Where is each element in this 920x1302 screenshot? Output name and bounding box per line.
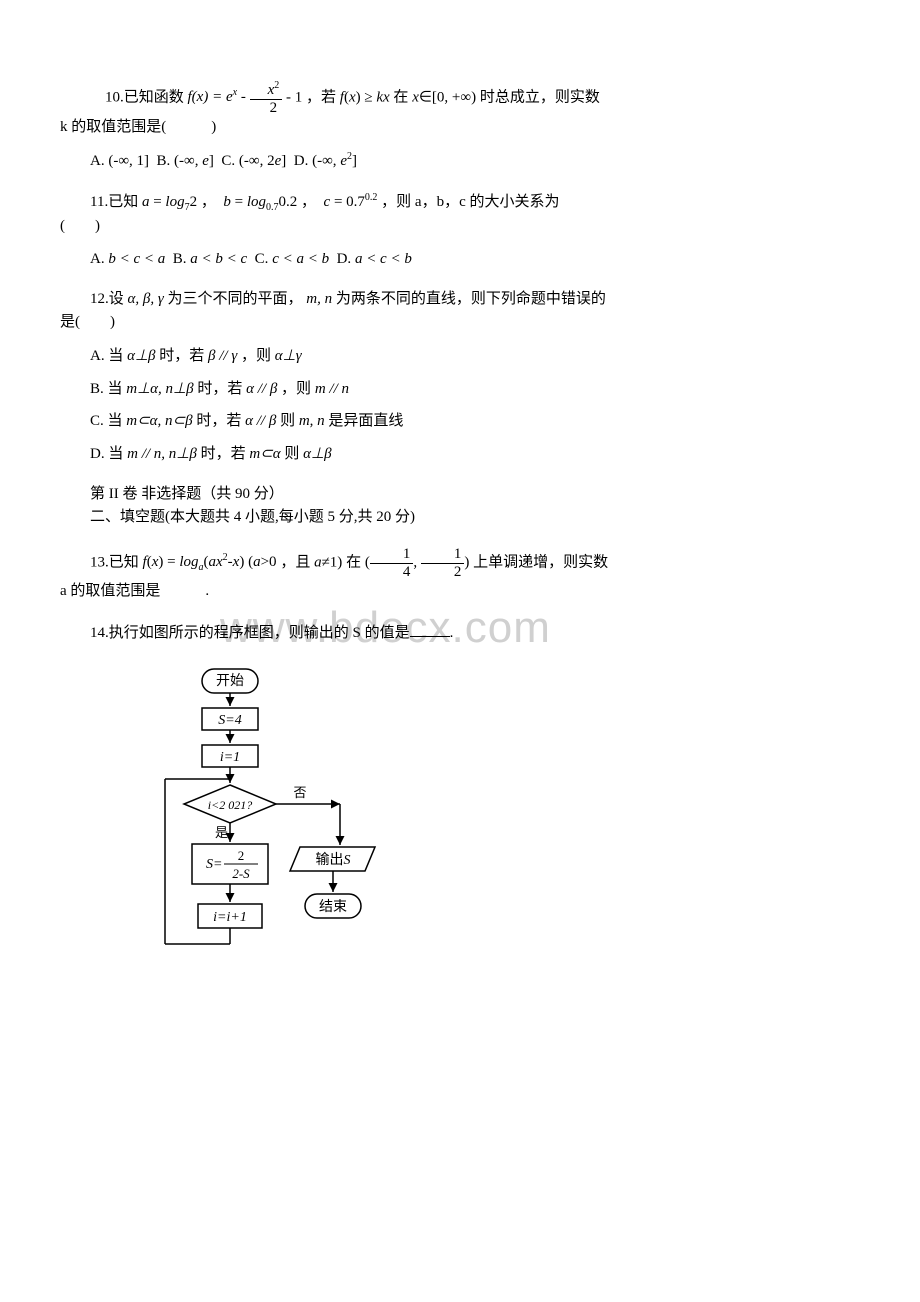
q10-B-label: B. <box>157 153 171 169</box>
q10-mid2: 在 <box>393 89 408 105</box>
q12-D-p2: 时，若 <box>201 446 246 462</box>
section2-title: 第 II 卷 非选择题（共 90 分） <box>60 483 860 506</box>
q12-B-p2: 时，若 <box>197 381 242 397</box>
q12-A-c2: β // γ <box>208 348 237 364</box>
q12-C-c1: m⊂α, n⊂β <box>126 413 192 429</box>
q11-options: A. b < c < a B. a < b < c C. c < a < b D… <box>90 248 860 271</box>
question-11: 11.已知 a = log72 ， b = log0.70.2 ， c = 0.… <box>60 190 860 270</box>
fc-output: 输出S <box>316 852 351 868</box>
q12-C-p2: 时，若 <box>196 413 241 429</box>
fc-update-s-den: 2-S <box>232 866 250 881</box>
q12-C-concl: m, n <box>299 413 325 429</box>
q10-mid1: ，若 <box>306 89 336 105</box>
q12-C-c2: α // β <box>245 413 276 429</box>
question-10: 10.已知函数 f(x) = ex - x22 - 1 ，若 f(x) ≥ kx… <box>60 80 860 172</box>
q11-paren: ( ) <box>60 215 860 238</box>
q11-D-val: a < c < b <box>355 251 412 267</box>
q11-C-val: c < a < b <box>272 251 329 267</box>
q11-D-label: D. <box>337 251 352 267</box>
q10-C-val: (-∞, 2e] <box>239 153 286 169</box>
q10-tail: k 的取值范围是( ) <box>60 116 860 139</box>
q13-mid1: ，且 <box>280 554 310 570</box>
q11-prefix: 11.已知 <box>90 194 138 210</box>
q10-D-label: D. <box>294 153 309 169</box>
fc-end: 结束 <box>319 899 347 915</box>
q12-A-p3: ，则 <box>241 348 271 364</box>
q12-D-p3: 则 <box>284 446 299 462</box>
q13-tail: a 的取值范围是 . <box>60 580 860 603</box>
fc-update-s-lhs: S= <box>206 857 222 872</box>
fc-cond: i<2 021? <box>208 798 252 812</box>
q11-sep1: ， <box>201 194 216 210</box>
q12-B-c2: α // β <box>246 381 277 397</box>
question-12: 12.设 α, β, γ 为三个不同的平面， m, n 为两条不同的直线，则下列… <box>60 288 860 465</box>
q12-C-label: C. <box>90 413 104 429</box>
q10-domain: x∈[0, +∞) <box>412 89 476 105</box>
q12-planes: α, β, γ <box>128 291 164 307</box>
q10-prefix: 10.已知函数 <box>105 89 184 105</box>
q13-mid3: 上单调递增，则实数 <box>473 554 608 570</box>
q14-text: 14.执行如图所示的程序框图，则输出的 S 的值是 <box>90 625 410 641</box>
q12-C-p3: 则 <box>280 413 295 429</box>
q10-A-val: (-∞, 1] <box>108 153 149 169</box>
q12-mid2: 为两条不同的直线，则下列命题中错误的 <box>336 291 606 307</box>
q12-prefix: 12.设 <box>90 291 124 307</box>
q11-sep2: ， <box>301 194 316 210</box>
q12-A-c1: α⊥β <box>127 348 155 364</box>
q13-prefix: 13.已知 <box>90 554 139 570</box>
q12-A: A. 当 α⊥β 时，若 β // γ ，则 α⊥γ <box>90 345 860 368</box>
fc-start: 开始 <box>216 673 244 689</box>
blank-line <box>410 621 450 637</box>
q12-D-c1: m // n, n⊥β <box>127 446 197 462</box>
section2-subtitle: 二、填空题(本大题共 4 小题,每小题 5 分,共 20 分) <box>60 506 860 529</box>
q11-A-val: b < c < a <box>108 251 165 267</box>
q12-D-label: D. <box>90 446 105 462</box>
q12-B-p1: 当 <box>108 381 123 397</box>
q12-A-label: A. <box>90 348 105 364</box>
q12-C-p1: 当 <box>108 413 123 429</box>
q12-D-concl: α⊥β <box>303 446 331 462</box>
q12-B-p3: ，则 <box>281 381 311 397</box>
q12-D: D. 当 m // n, n⊥β 时，若 m⊂α 则 α⊥β <box>90 443 860 466</box>
fc-no: 否 <box>293 785 306 800</box>
q12-B: B. 当 m⊥α, n⊥β 时，若 α // β ，则 m // n <box>90 378 860 401</box>
q10-cond: f(x) ≥ kx <box>340 89 390 105</box>
q12-A-p1: 当 <box>108 348 123 364</box>
fc-init-i: i=1 <box>220 750 240 765</box>
q12-lines: m, n <box>306 291 332 307</box>
fc-inc-i: i=i+1 <box>213 910 247 925</box>
q12-B-concl: m // n <box>315 381 349 397</box>
q11-B-label: B. <box>173 251 187 267</box>
q11-tail: ，则 a，b，c 的大小关系为 <box>381 194 559 210</box>
question-14: 14.执行如图所示的程序框图，则输出的 S 的值是. <box>60 621 860 645</box>
q13-mid2: 在 <box>346 554 361 570</box>
q11-C-label: C. <box>255 251 269 267</box>
q10-mid3: 时总成立，则实数 <box>480 89 600 105</box>
q11-B-val: a < b < c <box>190 251 247 267</box>
q12-D-c2: m⊂α <box>249 446 280 462</box>
section-2-title: 第 II 卷 非选择题（共 90 分） 二、填空题(本大题共 4 小题,每小题 … <box>60 483 860 528</box>
q10-B-val: (-∞, e] <box>174 153 214 169</box>
q12-tail: 是( ) <box>60 311 860 334</box>
q10-A-label: A. <box>90 153 105 169</box>
q12-B-label: B. <box>90 381 104 397</box>
q12-A-concl: α⊥γ <box>275 348 302 364</box>
fc-yes: 是 <box>215 825 228 840</box>
q12-C-tail: 是异面直线 <box>328 413 403 429</box>
q12-A-p2: 时，若 <box>159 348 204 364</box>
q12-mid1: 为三个不同的平面， <box>168 291 303 307</box>
q11-A-label: A. <box>90 251 105 267</box>
q12-C: C. 当 m⊂α, n⊂β 时，若 α // β 则 m, n 是异面直线 <box>90 410 860 433</box>
q10-options: A. (-∞, 1] B. (-∞, e] C. (-∞, 2e] D. (-∞… <box>90 149 860 173</box>
q10-C-label: C. <box>221 153 235 169</box>
fc-init-s: S=4 <box>218 713 241 728</box>
q12-D-p1: 当 <box>108 446 123 462</box>
q12-B-c1: m⊥α, n⊥β <box>126 381 193 397</box>
flowchart-diagram: 开始 S=4 i=1 i<2 021? 否 是 S= 2 2-S 输出S <box>140 664 860 1012</box>
fc-update-s-num: 2 <box>238 848 245 863</box>
question-13: 13.已知 f(x) = loga(ax2-x) (a>0 ，且 a≠1) 在 … <box>60 546 860 603</box>
q10-D-val: (-∞, e2] <box>312 153 357 169</box>
